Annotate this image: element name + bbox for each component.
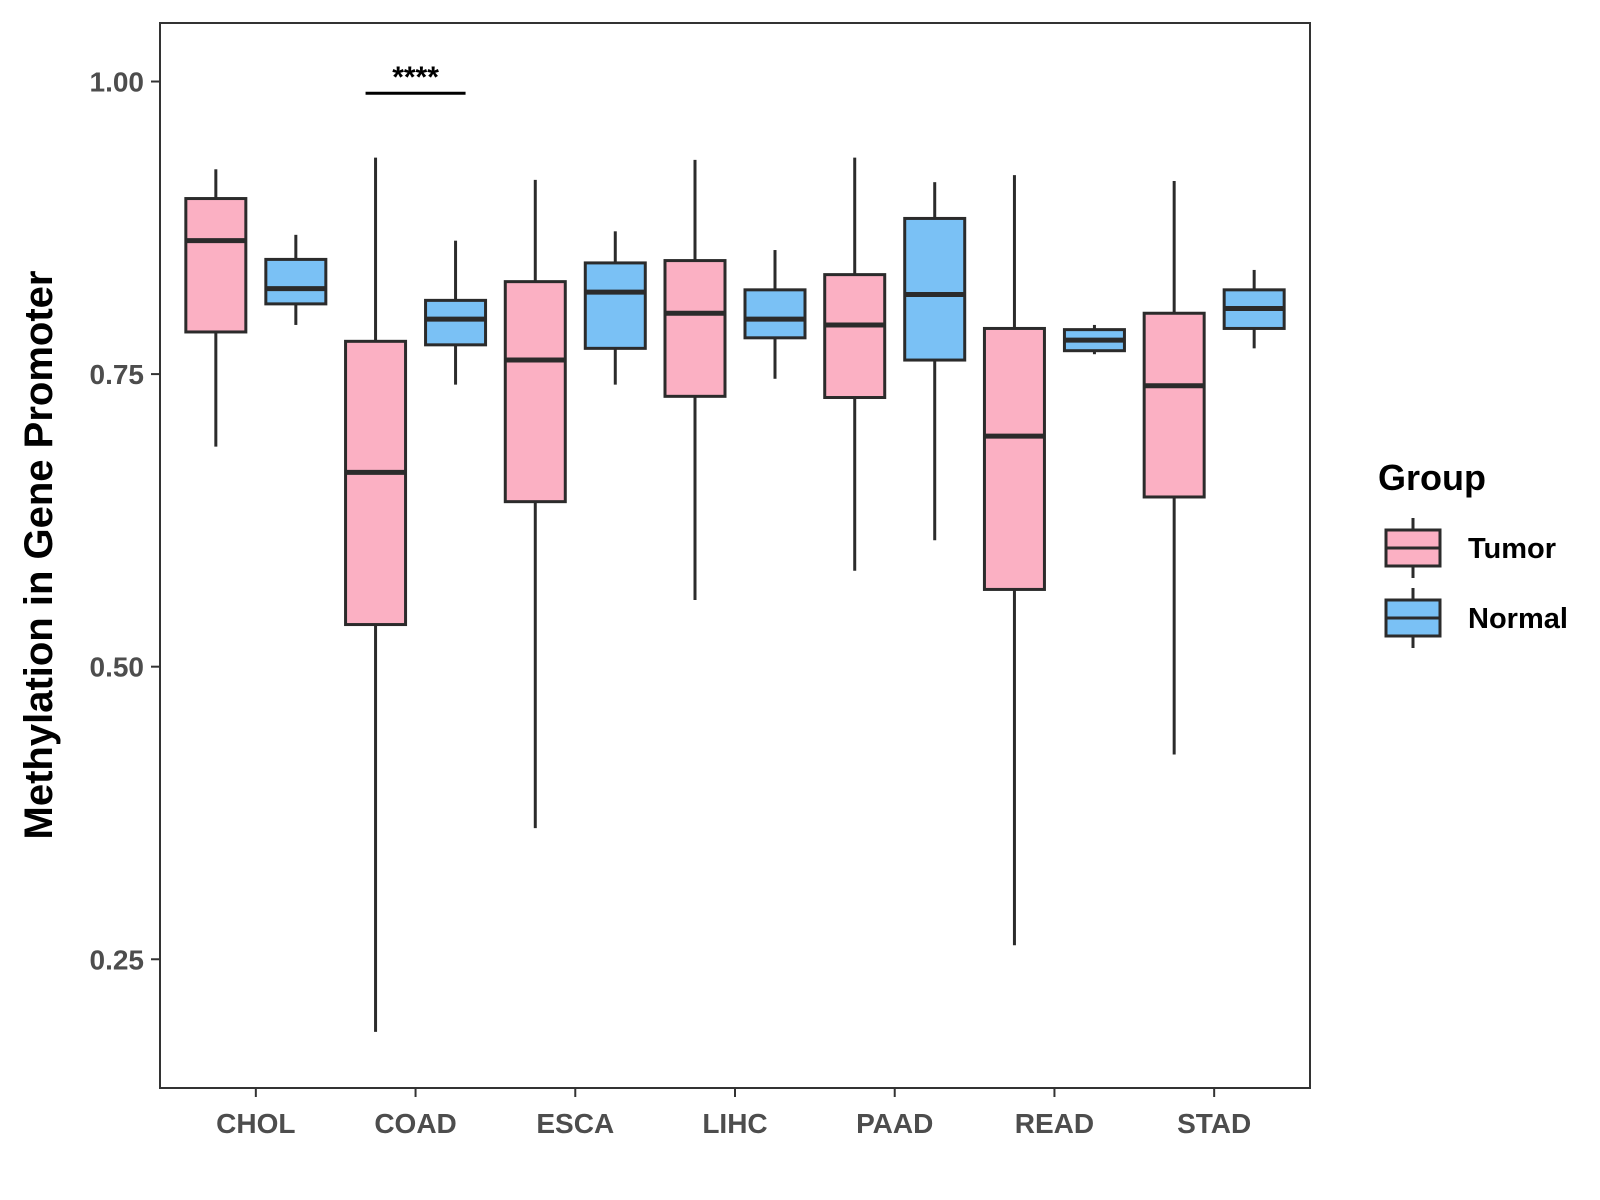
x-tick-label: PAAD [856, 1108, 933, 1139]
y-tick-label: 0.75 [90, 359, 145, 390]
y-tick-label: 0.25 [90, 944, 145, 975]
y-tick-label: 0.50 [90, 652, 145, 683]
x-tick-label: CHOL [216, 1108, 295, 1139]
legend-label-normal: Normal [1468, 603, 1568, 635]
legend-title: Group [1378, 457, 1486, 498]
box-tumor-stad [1142, 180, 1206, 755]
box-normal-paad [903, 182, 967, 541]
legend-label-tumor: Tumor [1468, 533, 1556, 565]
x-tick-label: LIHC [702, 1108, 767, 1139]
plot-panel-border [159, 22, 1311, 1089]
significance-label: **** [392, 61, 439, 94]
iqr-box-tumor-esca [503, 280, 567, 504]
iqr-box-tumor-paad [823, 273, 887, 400]
legend-entry-normal: Normal [1384, 588, 1568, 648]
axes-layer: 0.25 0.50 0.75 1.00 CHOL COAD ESCA LIHC PAAD READ… [90, 67, 1252, 1139]
box-tumor-esca [503, 179, 567, 829]
boxes-layer [184, 157, 1286, 1032]
y-axis-title: Methylation in Gene Promoter [17, 271, 61, 840]
y-tick-label: 1.00 [90, 67, 145, 98]
box-tumor-lihc [663, 159, 727, 600]
box-normal-stad [1222, 269, 1286, 349]
iqr-box-normal-lihc [743, 288, 807, 340]
iqr-box-normal-esca [583, 261, 647, 350]
box-tumor-paad [823, 157, 887, 571]
x-tick-label: ESCA [536, 1108, 614, 1139]
box-normal-lihc [743, 250, 807, 379]
box-tumor-read [982, 175, 1046, 946]
iqr-box-tumor-lihc [663, 259, 727, 398]
x-tick-label: COAD [374, 1108, 456, 1139]
iqr-box-tumor-coad [344, 339, 408, 627]
x-tick-label: READ [1015, 1108, 1094, 1139]
iqr-box-tumor-chol [184, 197, 248, 334]
x-tick-label: STAD [1177, 1108, 1251, 1139]
iqr-box-normal-chol [264, 257, 328, 306]
box-normal-chol [264, 234, 328, 325]
iqr-box-tumor-read [982, 326, 1046, 591]
annotation-layer: **** [365, 61, 466, 95]
box-normal-coad [424, 240, 488, 385]
legend: Group Tumor Normal [1378, 457, 1568, 648]
legend-entry-tumor: Tumor [1384, 518, 1556, 578]
box-tumor-chol [184, 169, 248, 447]
iqr-box-normal-paad [903, 216, 967, 362]
iqr-box-normal-coad [424, 298, 488, 347]
box-normal-read [1062, 324, 1126, 355]
box-normal-esca [583, 231, 647, 385]
iqr-box-tumor-stad [1142, 311, 1206, 499]
box-tumor-coad [344, 157, 408, 1032]
